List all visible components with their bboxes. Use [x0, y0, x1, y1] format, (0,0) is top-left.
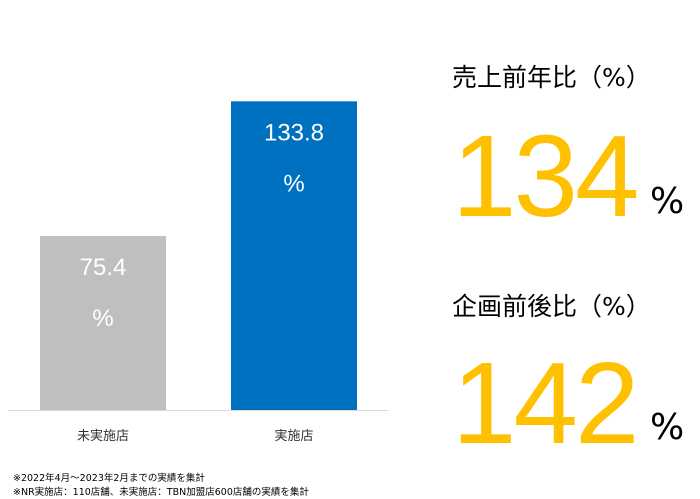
- stat-unit: %: [650, 181, 685, 222]
- bar-value-label: 75.4: [80, 254, 127, 281]
- bar-value-label: 133.8: [264, 119, 324, 146]
- bar: [40, 236, 166, 410]
- bar-unit-label: %: [283, 170, 304, 197]
- category-label: 未実施店: [77, 428, 129, 444]
- stat-value: 134: [452, 111, 640, 241]
- footnote-stores: ※NR実施店：110店舗、未実施店：TBN加盟店600店舗の実績を集計: [13, 487, 309, 498]
- stat-label: 売上前年比（%）: [452, 63, 651, 92]
- stat-unit: %: [650, 407, 685, 448]
- stat-value: 142: [452, 338, 640, 468]
- footnote-period: ※2022年4月～2023年2月までの実績を集計: [13, 473, 205, 484]
- bar-chart: 75.4% 未実施店 133.8% 実施店: [8, 101, 388, 444]
- category-label: 実施店: [274, 428, 313, 444]
- bar: [231, 101, 357, 410]
- bar-unit-label: %: [92, 305, 113, 332]
- stat-label: 企画前後比（%）: [452, 292, 651, 321]
